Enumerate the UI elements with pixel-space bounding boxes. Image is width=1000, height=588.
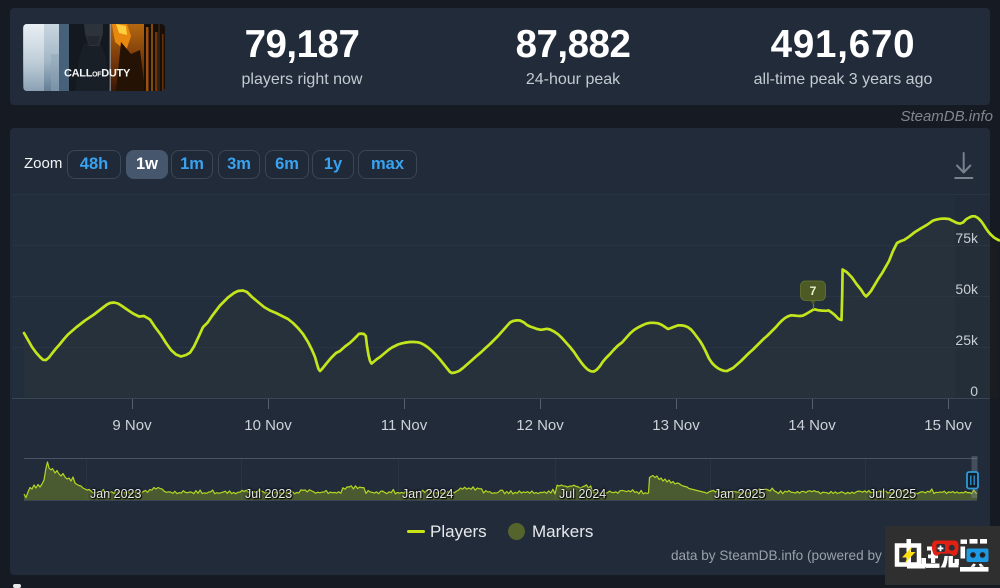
svg-text:CALLOFDUTY: CALLOFDUTY: [64, 68, 131, 80]
svg-text:7: 7: [810, 284, 817, 298]
